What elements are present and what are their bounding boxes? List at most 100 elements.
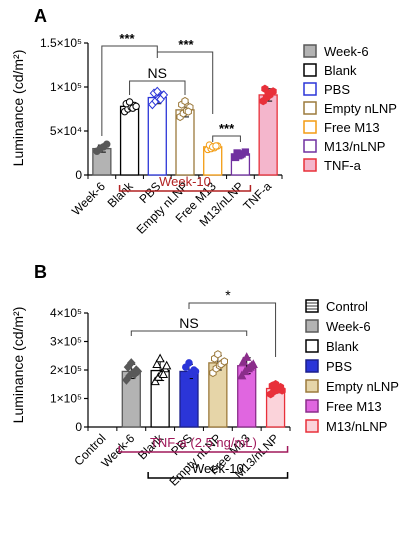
- panel-a-y-axis-title: Luminance (cd/m²): [10, 50, 26, 167]
- b-data-point: [158, 369, 169, 378]
- b-y-tick-label: 3×10⁵: [50, 335, 82, 349]
- a-data-point: [153, 86, 162, 97]
- a-legend-item: [303, 120, 317, 134]
- panel-a-significance: *** *** NS ***: [101, 31, 241, 142]
- panel-b-group-tnf-label: TNF-a (2.5 ng/mL): [150, 435, 257, 450]
- a-y-tick-label: 5×10⁴: [50, 124, 82, 138]
- panel-b-bars: [121, 350, 286, 428]
- b-legend-item: [305, 339, 319, 353]
- a-legend-item: [303, 44, 317, 58]
- a-significance-bracket: [129, 80, 186, 95]
- a-legend-item-swatch: [303, 63, 317, 77]
- a-legend-item: [303, 101, 317, 115]
- b-data-point: [162, 360, 172, 370]
- panel-a-bars: [92, 84, 278, 176]
- b-y-tick-label: 1×10⁵: [50, 392, 82, 406]
- b-legend-item-swatch: [305, 399, 319, 413]
- a-legend-label: TNF-a: [324, 158, 362, 173]
- b-data-point: [248, 359, 258, 368]
- panel-b-label: B: [34, 262, 47, 282]
- panel-a: A Luminance (cd/m²) 0 5×10⁴ 1×10⁵ 1.5×10⁵ *…: [10, 6, 397, 237]
- a-x-tick-label: Week-6: [69, 179, 108, 218]
- b-significance-bracket: [130, 330, 248, 336]
- a-data-point: [236, 151, 245, 159]
- a-legend-item-swatch: [303, 44, 317, 58]
- a-legend-item-swatch: [303, 101, 317, 115]
- a-data-point: [159, 90, 169, 100]
- b-data-point: [127, 358, 136, 368]
- panel-b-significance: NS *: [130, 287, 277, 357]
- b-data-point: [150, 376, 160, 386]
- panel-b-legend: Control Week-6 Blank PBS Empty nLNP Free M13 M…: [305, 299, 399, 434]
- b-legend-item: [305, 419, 319, 433]
- a-data-point: [184, 107, 192, 116]
- a-data-point: [125, 98, 134, 106]
- a-significance-label: ***: [219, 121, 235, 136]
- panel-a-group-bracket: Week-10: [118, 174, 252, 192]
- a-legend-label: Empty nLNP: [324, 101, 397, 116]
- b-data-point: [220, 357, 228, 366]
- a-legend-item: [303, 158, 317, 172]
- a-bar: [119, 105, 140, 176]
- b-data-point: [242, 352, 252, 361]
- a-bar: [147, 96, 167, 176]
- a-legend-item: [303, 63, 317, 77]
- a-legend-item-swatch: [303, 120, 317, 134]
- a-data-point: [264, 89, 272, 98]
- panel-b-group-tnf-line: [118, 446, 289, 453]
- b-data-point: [155, 353, 165, 363]
- b-data-point: [152, 359, 162, 368]
- panel-b-group-week-10-line: [147, 472, 289, 479]
- panel-a-group-week-10-line: [118, 185, 252, 192]
- a-bar: [258, 94, 278, 176]
- b-y-tick-label: 2×10⁵: [50, 363, 82, 377]
- panel-a-legend: Week-6 Blank PBS Empty nLNP Free M13 M13/nLNP…: [303, 44, 397, 173]
- a-significance-label: ***: [119, 31, 135, 46]
- b-data-point: [237, 370, 247, 380]
- b-legend-item-swatch: [305, 339, 319, 353]
- a-significance-bracket: [157, 51, 214, 114]
- a-y-tick-label: 1×10⁵: [50, 80, 82, 94]
- b-legend-item: [305, 399, 319, 413]
- panel-a-label: A: [34, 6, 47, 26]
- a-data-point: [212, 142, 220, 150]
- a-significance-bracket: [212, 135, 241, 142]
- b-legend-item-swatch: [305, 319, 319, 333]
- panel-b-group-week-10-label: Week-10: [192, 461, 244, 476]
- a-significance-label: ***: [178, 37, 194, 52]
- a-legend-item: [303, 139, 317, 153]
- a-y-tick-label: 1.5×10⁵: [40, 36, 82, 50]
- a-data-point: [103, 140, 111, 148]
- b-y-tick-label: 4×10⁵: [50, 306, 82, 320]
- a-legend-label: Week-6: [324, 44, 369, 59]
- b-legend-item-swatch: [305, 379, 319, 393]
- b-legend-label: Control: [326, 299, 368, 314]
- b-significance-label: *: [225, 287, 231, 303]
- b-legend-label: M13/nLNP: [326, 419, 387, 434]
- b-y-tick-label: 0: [75, 420, 82, 434]
- b-data-point: [278, 386, 286, 395]
- b-legend-item: [305, 299, 319, 313]
- a-x-tick-label: Blank: [105, 179, 137, 211]
- a-legend-item-swatch: [303, 82, 317, 96]
- b-data-point: [191, 367, 200, 376]
- a-y-tick-label: 0: [75, 168, 82, 182]
- b-legend-item-swatch: [305, 359, 319, 373]
- panel-b-y-axis-title: Luminance (cd/m²): [10, 307, 26, 424]
- a-legend-label: Free M13: [324, 120, 380, 135]
- b-legend-item: [305, 359, 319, 373]
- b-legend-item-swatch: [305, 419, 319, 433]
- a-data-point: [181, 96, 189, 106]
- b-legend-label: PBS: [326, 359, 352, 374]
- b-significance-bracket: [188, 302, 277, 357]
- b-significance-label: NS: [179, 315, 198, 331]
- a-legend-label: PBS: [324, 82, 350, 97]
- a-x-tick-label: TNF-a: [240, 179, 274, 213]
- a-legend-label: Blank: [324, 63, 357, 78]
- b-legend-label: Empty nLNP: [326, 379, 399, 394]
- panel-a-group-week-10-label: Week-10: [159, 174, 211, 189]
- panel-b: B Luminance (cd/m²) 0 1×10⁵ 2×10⁵ 3×10⁵ 4×10…: [10, 262, 399, 489]
- a-data-point: [132, 102, 140, 111]
- a-legend-item-swatch: [303, 139, 317, 153]
